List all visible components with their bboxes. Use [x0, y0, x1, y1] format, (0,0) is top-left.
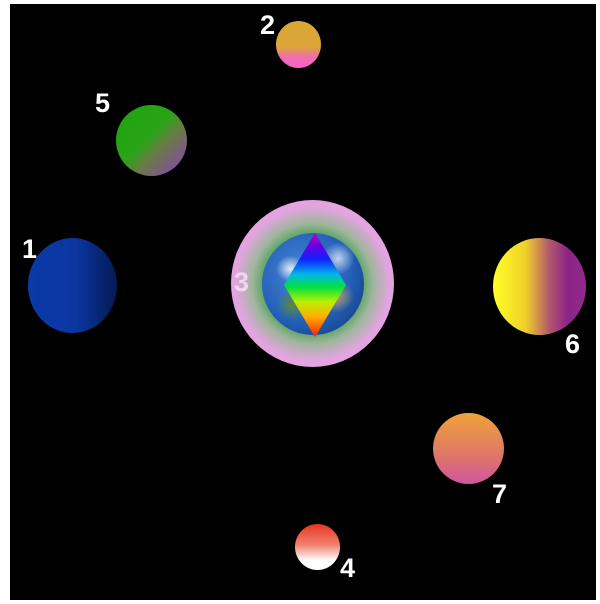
planet-1[interactable] [28, 238, 117, 333]
planet-5[interactable] [116, 105, 187, 176]
planet-6[interactable] [493, 238, 586, 335]
planet-1-label: 1 [22, 234, 38, 264]
planet-5-label: 5 [95, 88, 111, 118]
planet-7-label: 7 [492, 479, 508, 509]
planet-2-label: 2 [260, 10, 276, 40]
planet-7[interactable] [433, 413, 504, 484]
planet-2[interactable] [276, 21, 321, 68]
rainbow-diamond-shape [284, 233, 346, 337]
planet-4-label: 4 [340, 553, 356, 583]
planet-3-rainbow-diamond [284, 233, 346, 337]
planet-4[interactable] [295, 524, 340, 570]
planet-6-label: 6 [565, 329, 581, 359]
planet-3-label: 3 [234, 267, 250, 297]
space-canvas: 1 2 3 4 5 6 7 [10, 4, 596, 600]
